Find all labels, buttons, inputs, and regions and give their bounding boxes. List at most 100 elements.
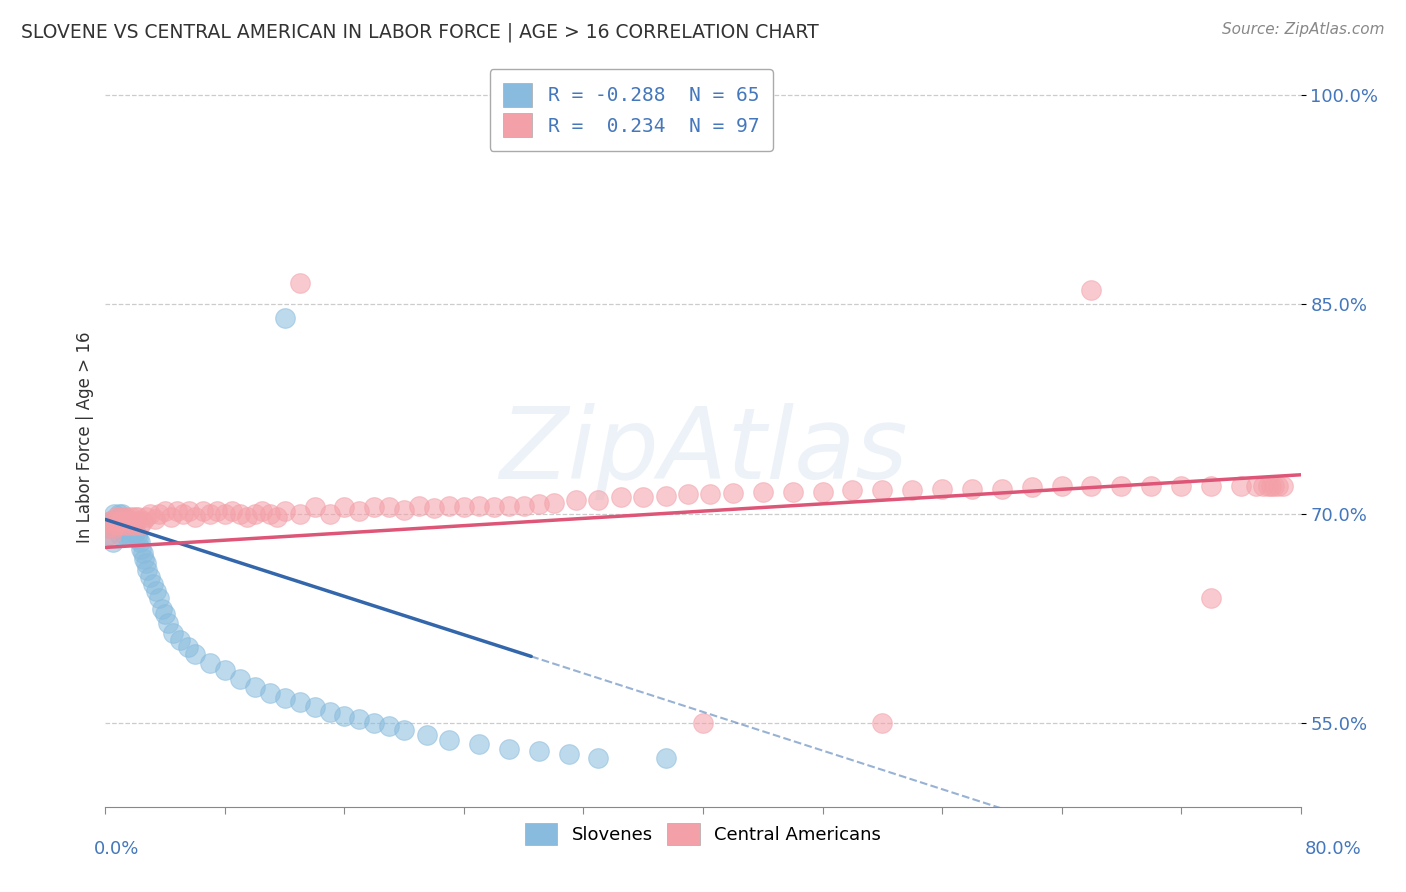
- Point: [236, 509, 259, 524]
- Point: [423, 501, 446, 516]
- Text: 0.0%: 0.0%: [94, 840, 139, 858]
- Point: [114, 528, 136, 542]
- Point: [482, 500, 505, 514]
- Point: [437, 499, 460, 513]
- Point: [110, 518, 132, 533]
- Point: [841, 483, 863, 498]
- Point: [103, 514, 125, 528]
- Point: [468, 499, 491, 513]
- Point: [588, 751, 610, 765]
- Point: [100, 528, 122, 542]
- Point: [121, 514, 143, 528]
- Point: [221, 504, 243, 518]
- Point: [243, 507, 266, 521]
- Point: [176, 640, 198, 654]
- Point: [498, 741, 520, 756]
- Point: [103, 507, 125, 521]
- Point: [1199, 479, 1222, 493]
- Point: [117, 521, 139, 535]
- Point: [1080, 284, 1102, 298]
- Point: [751, 484, 773, 499]
- Point: [120, 509, 142, 524]
- Point: [408, 499, 430, 513]
- Point: [633, 490, 655, 504]
- Point: [191, 504, 214, 518]
- Point: [565, 492, 588, 507]
- Point: [610, 490, 633, 504]
- Point: [1080, 479, 1102, 493]
- Point: [543, 496, 565, 510]
- Point: [527, 744, 550, 758]
- Point: [112, 514, 135, 528]
- Point: [266, 509, 288, 524]
- Point: [378, 719, 401, 733]
- Point: [100, 514, 122, 528]
- Point: [155, 607, 177, 622]
- Point: [394, 502, 416, 516]
- Point: [214, 507, 236, 521]
- Point: [349, 712, 371, 726]
- Point: [288, 696, 311, 710]
- Point: [872, 716, 894, 731]
- Point: [124, 526, 146, 541]
- Point: [98, 521, 121, 535]
- Point: [145, 583, 167, 598]
- Point: [127, 532, 149, 546]
- Point: [1260, 479, 1282, 493]
- Point: [111, 507, 134, 521]
- Point: [184, 509, 207, 524]
- Point: [112, 521, 135, 535]
- Point: [931, 482, 953, 496]
- Point: [184, 647, 207, 661]
- Point: [101, 534, 124, 549]
- Point: [960, 482, 983, 496]
- Point: [162, 625, 184, 640]
- Point: [1199, 591, 1222, 605]
- Point: [229, 507, 252, 521]
- Point: [333, 709, 356, 723]
- Point: [318, 507, 340, 521]
- Point: [782, 484, 804, 499]
- Point: [128, 534, 150, 549]
- Point: [172, 507, 194, 521]
- Point: [107, 514, 129, 528]
- Point: [120, 521, 142, 535]
- Point: [114, 518, 136, 533]
- Point: [115, 509, 138, 524]
- Point: [1021, 480, 1043, 494]
- Y-axis label: In Labor Force | Age > 16: In Labor Force | Age > 16: [76, 331, 94, 543]
- Point: [108, 509, 131, 524]
- Point: [155, 504, 177, 518]
- Point: [1111, 479, 1133, 493]
- Point: [288, 507, 311, 521]
- Point: [135, 556, 157, 570]
- Point: [110, 528, 132, 542]
- Point: [453, 500, 475, 514]
- Point: [128, 518, 150, 533]
- Point: [125, 514, 148, 528]
- Point: [498, 499, 520, 513]
- Point: [112, 514, 135, 528]
- Point: [117, 514, 139, 528]
- Point: [872, 483, 894, 498]
- Point: [104, 521, 127, 535]
- Point: [110, 514, 132, 528]
- Point: [132, 514, 155, 528]
- Point: [1257, 479, 1279, 493]
- Point: [122, 524, 145, 538]
- Point: [1271, 479, 1294, 493]
- Point: [1050, 479, 1073, 493]
- Point: [129, 541, 153, 556]
- Point: [1140, 479, 1163, 493]
- Point: [513, 499, 536, 513]
- Point: [273, 504, 295, 518]
- Point: [990, 482, 1012, 496]
- Point: [654, 751, 676, 765]
- Point: [97, 521, 120, 535]
- Point: [207, 504, 229, 518]
- Point: [468, 738, 491, 752]
- Point: [1244, 479, 1267, 493]
- Point: [104, 509, 127, 524]
- Point: [198, 507, 221, 521]
- Point: [148, 591, 170, 605]
